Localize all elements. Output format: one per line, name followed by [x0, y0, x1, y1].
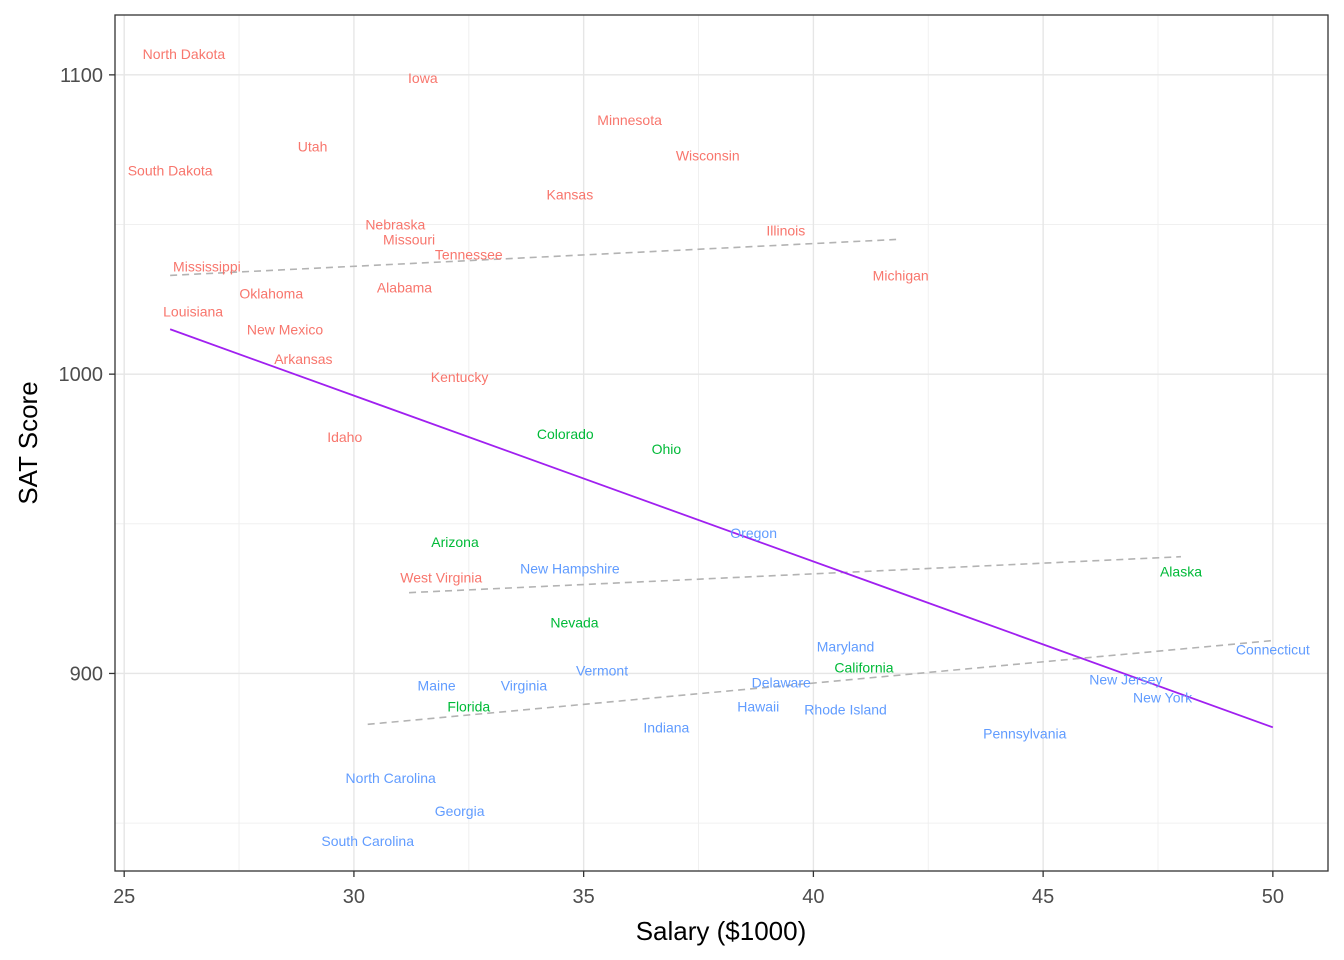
minor-gridlines [115, 15, 1328, 871]
x-tick-label: 30 [343, 886, 365, 908]
point-label: North Dakota [143, 46, 226, 62]
overall-fit-segment [169, 328, 1274, 729]
x-axis: 25 30 35 40 45 50 [113, 871, 1284, 908]
x-tick-label: 45 [1032, 886, 1054, 908]
x-tick-label: 35 [573, 886, 595, 908]
point-label: North Carolina [346, 770, 436, 786]
point-label: Nebraska [365, 217, 425, 233]
point-label: Florida [447, 698, 490, 714]
point-label: Arizona [431, 534, 479, 550]
point-label: Virginia [501, 677, 548, 693]
point-label: Ohio [652, 441, 682, 457]
x-axis-title: Salary ($1000) [636, 916, 807, 946]
point-label: Georgia [435, 803, 485, 819]
point-label: Michigan [873, 267, 929, 283]
point-label: Alaska [1160, 564, 1202, 580]
point-label: West Virginia [400, 570, 482, 586]
overall-fit-line [169, 328, 1274, 729]
point-label: Mississippi [173, 258, 241, 274]
point-label: New York [1133, 689, 1193, 705]
point-label: Utah [298, 139, 328, 155]
point-label: Minnesota [597, 112, 662, 128]
y-tick-label: 1100 [60, 65, 103, 87]
point-label: Idaho [327, 429, 362, 445]
point-label: Delaware [752, 674, 811, 690]
point-label: Pennsylvania [983, 725, 1066, 741]
x-tick-label: 25 [113, 886, 135, 908]
point-label: Tennessee [435, 246, 503, 262]
point-label: Alabama [377, 279, 432, 295]
point-label: Vermont [576, 662, 628, 678]
plot-panel-border [114, 14, 1329, 872]
major-gridlines [115, 15, 1328, 871]
point-label: Oklahoma [239, 285, 303, 301]
group-fit-line-high [367, 639, 1273, 726]
y-tick-label: 900 [70, 663, 103, 685]
point-labels: North Dakota Iowa Minnesota Utah Wisconsin So… [128, 46, 1310, 849]
point-label: Indiana [643, 719, 689, 735]
group-fit-line-low [170, 238, 897, 277]
point-label: New Hampshire [520, 561, 620, 577]
point-label: South Carolina [321, 833, 414, 849]
point-label: Oregon [730, 525, 777, 541]
point-label: Iowa [408, 70, 438, 86]
y-axis: 900 1000 1100 [59, 65, 115, 685]
point-label: Missouri [383, 231, 435, 247]
point-label: California [834, 659, 893, 675]
plot-panel-background [115, 15, 1328, 871]
point-label: Colorado [537, 426, 594, 442]
point-label: Hawaii [737, 698, 779, 714]
point-label: Arkansas [274, 351, 332, 367]
point-label: Rhode Island [804, 701, 887, 717]
y-axis-title: SAT Score [13, 381, 43, 504]
point-label: Kentucky [431, 369, 489, 385]
point-label: South Dakota [128, 163, 213, 179]
group-fit-line-medium [409, 555, 1182, 594]
point-label: Illinois [766, 222, 805, 238]
x-tick-label: 50 [1262, 886, 1284, 908]
point-label: Connecticut [1236, 642, 1310, 658]
point-label: New Mexico [247, 321, 323, 337]
point-label: Maryland [817, 639, 875, 655]
point-label: New Jersey [1089, 671, 1162, 687]
group-fit-lines [170, 238, 1273, 726]
y-tick-label: 1000 [59, 364, 104, 386]
point-label: Nevada [550, 615, 598, 631]
point-label: Kansas [547, 187, 594, 203]
point-label: Wisconsin [676, 148, 740, 164]
x-tick-label: 40 [802, 886, 824, 908]
point-label: Maine [418, 677, 456, 693]
point-label: Louisiana [163, 303, 223, 319]
